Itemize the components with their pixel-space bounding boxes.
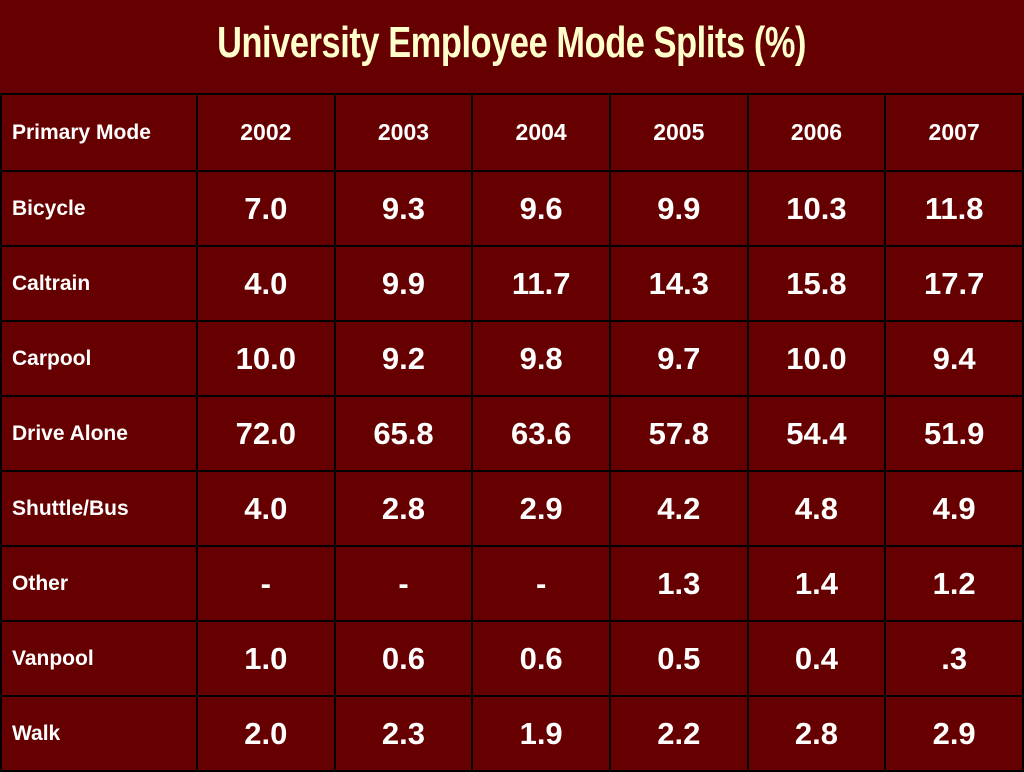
row-label: Shuttle/Bus bbox=[0, 470, 198, 547]
cell-value: 4.2 bbox=[608, 470, 749, 547]
cell-value: 9.9 bbox=[333, 245, 474, 322]
cell-value: 2.8 bbox=[333, 470, 474, 547]
row-label: Drive Alone bbox=[0, 395, 198, 472]
cell-value: 2.9 bbox=[884, 695, 1024, 772]
cell-value: 63.6 bbox=[471, 395, 611, 472]
cell-value: 2.8 bbox=[746, 695, 887, 772]
cell-value: 10.0 bbox=[196, 320, 336, 397]
table-row: Other - - -1.3 1.4 1.2 bbox=[0, 545, 1024, 622]
cell-value: 17.7 bbox=[884, 245, 1024, 322]
cell-value: 0.6 bbox=[471, 620, 611, 697]
column-header: 2004 bbox=[471, 93, 611, 172]
cell-value: 2.2 bbox=[608, 695, 749, 772]
cell-value: 4.8 bbox=[746, 470, 887, 547]
cell-value: - bbox=[333, 545, 474, 622]
table-row: Drive Alone 72.0 65.8 63.6 57.8 54.4 51.9 bbox=[0, 395, 1024, 472]
cell-value: 51.9 bbox=[884, 395, 1024, 472]
table-row: Vanpool 1.0 0.6 0.6 0.5 0.4.3 bbox=[0, 620, 1024, 697]
cell-value: 0.6 bbox=[333, 620, 474, 697]
column-header: 2002 bbox=[196, 93, 336, 172]
mode-table: Primary Mode 2002 2003 2004 2005 2006 2007 Bicy… bbox=[0, 93, 1024, 772]
row-label: Other bbox=[0, 545, 198, 622]
cell-value: 2.9 bbox=[471, 470, 611, 547]
cell-value: 4.0 bbox=[196, 245, 336, 322]
cell-value: 1.4 bbox=[746, 545, 887, 622]
header-row: Primary Mode 2002 2003 2004 2005 2006 2007 bbox=[0, 93, 1024, 172]
cell-value: 9.2 bbox=[333, 320, 474, 397]
cell-value: 2.0 bbox=[196, 695, 336, 772]
cell-value: .3 bbox=[884, 620, 1024, 697]
cell-value: 15.8 bbox=[746, 245, 887, 322]
cell-value: 4.0 bbox=[196, 470, 336, 547]
cell-value: 10.3 bbox=[746, 170, 887, 247]
table-row: Caltrain 4.0 9.9 11.7 14.3 15.8 17.7 bbox=[0, 245, 1024, 322]
column-header: Primary Mode bbox=[0, 93, 198, 172]
column-header: 2007 bbox=[884, 93, 1024, 172]
cell-value: 72.0 bbox=[196, 395, 336, 472]
row-label: Caltrain bbox=[0, 245, 198, 322]
cell-value: 9.4 bbox=[884, 320, 1024, 397]
cell-value: - bbox=[471, 545, 611, 622]
row-label: Bicycle bbox=[0, 170, 198, 247]
cell-value: 2.3 bbox=[333, 695, 474, 772]
table-row: Carpool 10.0 9.2 9.8 9.7 10.0 9.4 bbox=[0, 320, 1024, 397]
table-row: Shuttle/Bus 4.0 2.8 2.9 4.2 4.8 4.9 bbox=[0, 470, 1024, 547]
cell-value: 9.3 bbox=[333, 170, 474, 247]
table-row: Walk 2.0 2.3 1.9 2.2 2.8 2.9 bbox=[0, 695, 1024, 772]
cell-value: 9.7 bbox=[608, 320, 749, 397]
row-label: Vanpool bbox=[0, 620, 198, 697]
cell-value: 10.0 bbox=[746, 320, 887, 397]
column-header: 2003 bbox=[333, 93, 474, 172]
cell-value: 4.9 bbox=[884, 470, 1024, 547]
cell-value: 57.8 bbox=[608, 395, 749, 472]
cell-value: 9.8 bbox=[471, 320, 611, 397]
cell-value: 0.4 bbox=[746, 620, 887, 697]
cell-value: 9.9 bbox=[608, 170, 749, 247]
cell-value: 11.7 bbox=[471, 245, 611, 322]
title-bar: University Employee Mode Splits (%) bbox=[0, 0, 1024, 93]
cell-value: 0.5 bbox=[608, 620, 749, 697]
cell-value: 14.3 bbox=[608, 245, 749, 322]
table-body: Primary Mode 2002 2003 2004 2005 2006 2007 Bicy… bbox=[0, 93, 1024, 772]
slide-title: University Employee Mode Splits (%) bbox=[217, 17, 807, 67]
cell-value: 9.6 bbox=[471, 170, 611, 247]
cell-value: 65.8 bbox=[333, 395, 474, 472]
cell-value: 1.0 bbox=[196, 620, 336, 697]
cell-value: 7.0 bbox=[196, 170, 336, 247]
cell-value: 1.3 bbox=[608, 545, 749, 622]
cell-value: 54.4 bbox=[746, 395, 887, 472]
cell-value: 11.8 bbox=[884, 170, 1024, 247]
row-label: Carpool bbox=[0, 320, 198, 397]
column-header: 2006 bbox=[746, 93, 887, 172]
row-label: Walk bbox=[0, 695, 198, 772]
cell-value: 1.2 bbox=[884, 545, 1024, 622]
cell-value: - bbox=[196, 545, 336, 622]
column-header: 2005 bbox=[608, 93, 749, 172]
cell-value: 1.9 bbox=[471, 695, 611, 772]
table-row: Bicycle 7.0 9.3 9.6 9.9 10.3 11.8 bbox=[0, 170, 1024, 247]
